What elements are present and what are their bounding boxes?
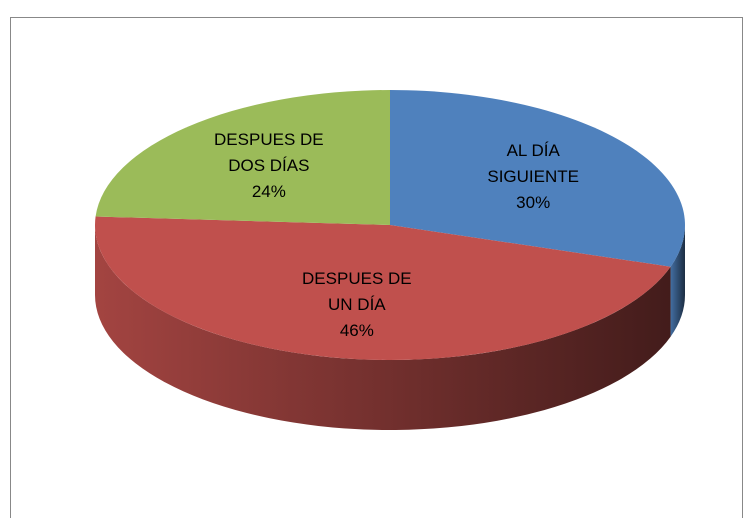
- slice: [95, 216, 671, 360]
- category-label: DESPUES DE UN DÍA: [302, 268, 412, 314]
- chart-frame: [10, 17, 743, 518]
- value-label: 46%: [339, 320, 374, 340]
- data-label: DESPUES DE DOS DÍAS 24%: [194, 127, 344, 205]
- slice-side: [670, 225, 685, 337]
- data-label: DESPUES DE UN DÍA 46%: [282, 266, 432, 344]
- data-label: AL DÍA SIGUIENTE 30%: [458, 138, 608, 216]
- slice: [390, 90, 685, 267]
- category-label: AL DÍA SIGUIENTE: [487, 141, 579, 187]
- slice-side: [95, 225, 671, 430]
- category-label: DESPUES DE DOS DÍAS: [214, 129, 324, 175]
- slice: [95, 90, 390, 225]
- value-label: 24%: [251, 181, 286, 201]
- value-label: 30%: [516, 193, 551, 213]
